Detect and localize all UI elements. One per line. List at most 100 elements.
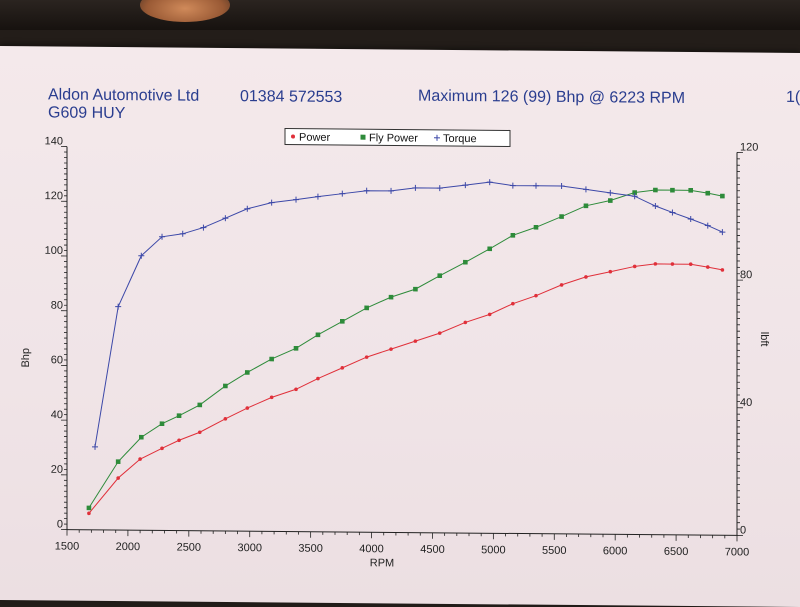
legend-label-torque: Torque (443, 133, 477, 145)
power-point (511, 302, 515, 306)
power-point (389, 347, 393, 351)
power-point (224, 417, 228, 421)
torque-point (487, 179, 493, 185)
power-point (316, 377, 320, 381)
x-tick-label: 5500 (542, 545, 566, 557)
torque-point (705, 223, 711, 229)
x-tick-label: 6500 (664, 546, 688, 558)
y-tick-label: 40 (51, 409, 63, 421)
power-point (654, 262, 658, 266)
fly-power-point (584, 204, 589, 209)
torque-point (688, 216, 694, 222)
torque-point (222, 215, 228, 221)
y-tick-label: 0 (57, 518, 63, 530)
fly-power-point (437, 273, 442, 278)
power-point (721, 268, 725, 272)
fly-power-point (608, 198, 613, 203)
torque-point (510, 183, 516, 189)
fly-power-point (653, 188, 658, 193)
power-point (294, 388, 298, 392)
fly-power-point (245, 370, 250, 375)
fly-power-point (316, 332, 321, 337)
torque-point (583, 186, 589, 192)
legend-label-power: Power (299, 132, 331, 144)
x-tick-label: 4000 (359, 543, 383, 555)
fly-power-point (463, 260, 468, 265)
fly-power-point (116, 459, 121, 464)
torque-point (315, 194, 321, 200)
fly-power-point (197, 403, 202, 408)
legend-marker-power (291, 135, 295, 139)
torque-point (533, 183, 539, 189)
x-axis-line (67, 530, 737, 536)
x-tick-label: 1500 (55, 540, 79, 552)
y2-tick-label: 120 (740, 141, 758, 153)
power-point (706, 265, 710, 269)
power-point (671, 262, 675, 266)
photo-backdrop (0, 0, 800, 30)
fly-power-point (177, 413, 182, 418)
fly-power-point (413, 287, 418, 292)
x-tick-label: 5000 (481, 544, 505, 556)
torque-point (293, 197, 299, 203)
y2-axis-label: lbft (758, 332, 770, 347)
x-tick-label: 2500 (177, 542, 201, 554)
torque-point (462, 182, 468, 188)
torque-point (115, 304, 121, 310)
torque-point (180, 231, 186, 237)
torque-point (364, 188, 370, 194)
power-point (633, 265, 637, 269)
power-point (414, 339, 418, 343)
torque-point (559, 183, 565, 189)
fly-power-point (364, 306, 369, 311)
torque-point (339, 191, 345, 197)
torque-point (607, 190, 613, 196)
power-point (87, 512, 91, 516)
power-point (609, 270, 613, 274)
legend-marker-fly-power (361, 135, 366, 140)
y-tick-label: 60 (51, 354, 63, 366)
fly-power-point (294, 346, 299, 351)
fly-power-point (389, 295, 394, 300)
fly-power-point (87, 506, 92, 511)
torque-point (719, 229, 725, 235)
x-axis-label: RPM (370, 557, 394, 569)
power-point (689, 262, 693, 266)
dyno-sheet: Aldon Automotive Ltd 01384 572553 G609 H… (0, 46, 800, 607)
y2-tick-label: 80 (740, 269, 752, 281)
fly-power-point (670, 188, 675, 193)
x-tick-label: 7000 (725, 546, 749, 558)
power-series-line (89, 259, 723, 519)
power-point (341, 366, 345, 370)
power-point (245, 406, 249, 410)
power-point (464, 321, 468, 325)
fly-power-point (160, 421, 165, 426)
power-point (160, 447, 164, 451)
fly-power-point (720, 194, 725, 199)
torque-point (244, 206, 250, 212)
y2-tick-label: 0 (740, 524, 746, 536)
power-point (488, 313, 492, 317)
torque-point (437, 185, 443, 191)
power-point (177, 438, 181, 442)
fly-power-point (705, 191, 710, 196)
power-point (534, 294, 538, 298)
torque-point (412, 185, 418, 191)
fly-power-point (559, 214, 564, 219)
power-point (270, 396, 274, 400)
x-tick-label: 2000 (116, 541, 140, 553)
power-point (116, 476, 120, 480)
x-tick-label: 6000 (603, 545, 627, 557)
x-tick-label: 4500 (420, 544, 444, 556)
fly-power-point (223, 384, 228, 389)
fly-power-point (487, 246, 492, 251)
torque-point (652, 203, 658, 209)
fly-power-point (340, 319, 345, 324)
power-point (584, 275, 588, 279)
torque-point (92, 444, 98, 450)
power-point (438, 331, 442, 335)
power-point (198, 430, 202, 434)
y-tick-label: 20 (51, 464, 63, 476)
torque-series-line (95, 179, 722, 453)
